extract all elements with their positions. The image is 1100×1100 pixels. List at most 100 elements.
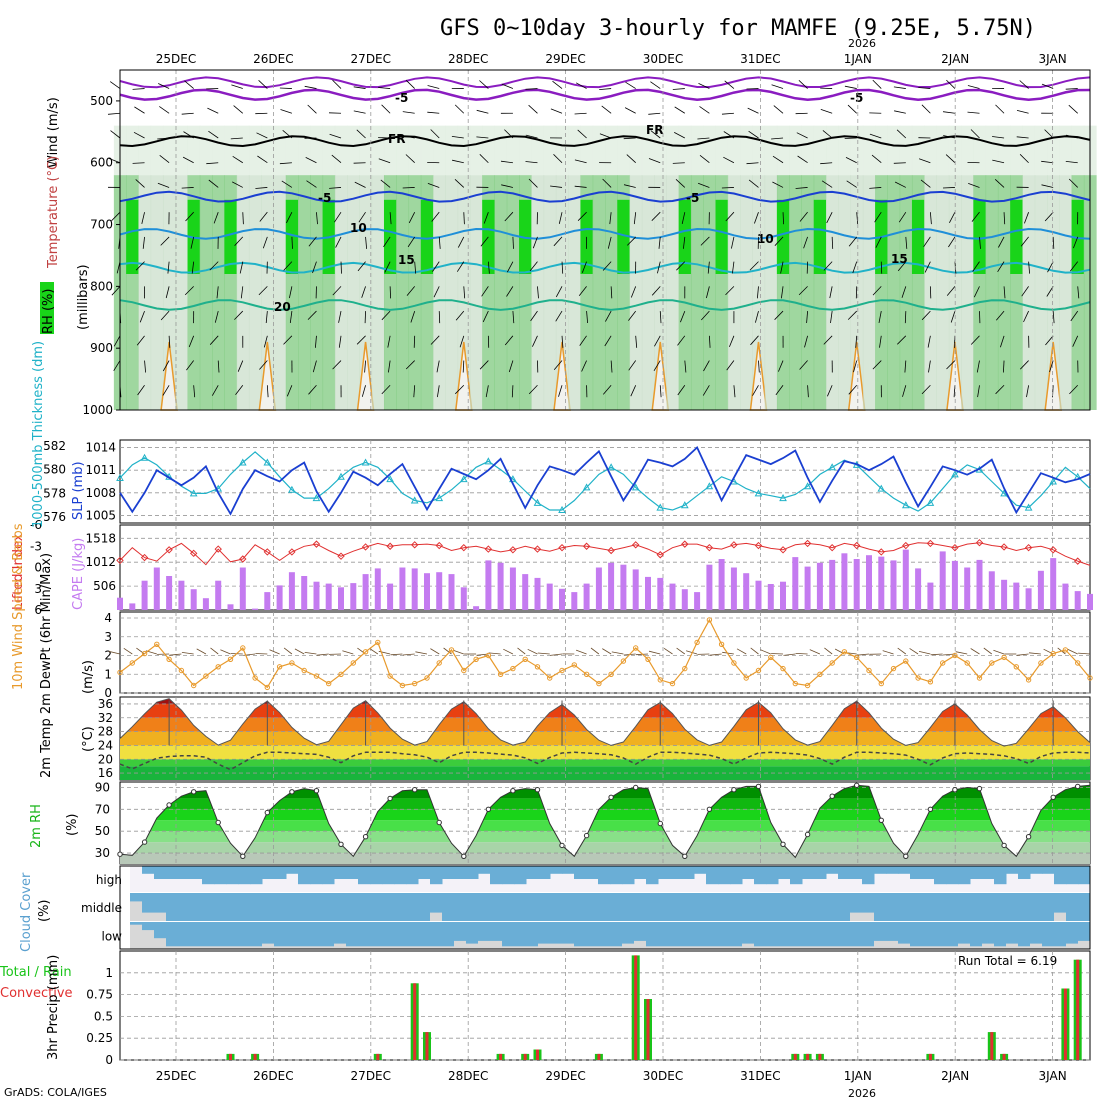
wind-barb-10m [443, 647, 452, 655]
cloud-bar [874, 893, 887, 921]
cloud-bar [922, 922, 935, 949]
wind-barb [674, 132, 685, 139]
wind-barb [797, 155, 808, 164]
cloud-bar [526, 922, 539, 949]
wind-barb [771, 137, 784, 140]
cloud-clear-bar [286, 946, 299, 949]
wind-barb [997, 261, 1005, 273]
wind-barb-10m [255, 653, 268, 655]
wind-barb-10m [283, 647, 293, 655]
rh-shade-light [924, 125, 938, 176]
cape-bar [129, 603, 136, 610]
cloud-bar [886, 866, 899, 874]
cloud-bar [1006, 922, 1019, 949]
wind-speed-marker [964, 660, 970, 666]
precip-conv-bar [928, 1053, 932, 1060]
wind-barb [451, 136, 464, 139]
wind-barb [945, 154, 956, 164]
cape-bar [522, 574, 529, 610]
wind-barb [528, 178, 538, 188]
wind-barb [927, 335, 931, 348]
wind-barb [504, 211, 514, 222]
wind-barb [332, 360, 342, 370]
wind-barb [237, 360, 244, 372]
rh-shade [592, 175, 606, 410]
rh-shade-light [519, 125, 532, 176]
cloud-bar [490, 893, 503, 921]
wind-barb [625, 81, 636, 89]
wind-speed-marker [461, 667, 467, 674]
cloud-bar [562, 922, 575, 949]
precip-tick: 0.5 [94, 1009, 113, 1023]
wind-barb [427, 85, 440, 89]
cloud-bar [958, 866, 971, 885]
rh-shade-light [371, 125, 385, 176]
wind-barb [430, 129, 440, 139]
cape-tick: 1012 [85, 555, 116, 569]
cloud-bar [190, 922, 203, 949]
wind-barb [135, 261, 145, 271]
cloud-bar [250, 922, 263, 949]
rh-shade-light [1059, 125, 1073, 176]
wind-speed-marker [743, 675, 749, 681]
wind-speed-marker [547, 675, 553, 681]
cape-bar [497, 562, 504, 610]
cloud-bar [646, 893, 659, 921]
lifted-index-marker [410, 541, 419, 549]
rh-marker [215, 819, 221, 826]
rh-shade-light [408, 125, 422, 176]
wind-barb [529, 261, 538, 272]
rh-shade [236, 175, 250, 410]
wind-barb [804, 335, 808, 348]
wind-barb [160, 236, 170, 246]
wind-barb [577, 211, 587, 221]
wind-barb [752, 385, 759, 396]
precip-conv-bar [818, 1053, 822, 1060]
wind-barb [1000, 335, 1005, 348]
cape-bar [792, 557, 799, 610]
wind-barb [1021, 286, 1029, 297]
wind-barb-10m [795, 653, 808, 655]
wind-barb [190, 236, 195, 249]
precip-conv-bar [1063, 988, 1067, 1060]
wind-speed-marker [534, 664, 541, 670]
wind-barb [233, 105, 244, 114]
precip-axis-label: 3hr Precip (mm) [46, 955, 61, 1060]
wind-barb [844, 137, 857, 139]
rh-shade-light [936, 125, 950, 176]
rh-shade [838, 175, 852, 410]
cloud-bar [658, 922, 671, 949]
wind-barb [282, 129, 293, 139]
cloud-bar [250, 893, 263, 921]
rh-line [119, 784, 1091, 859]
cloud-bar [406, 866, 419, 885]
wind-barb [555, 310, 563, 322]
cape-bar [178, 580, 185, 610]
wind-speed-marker [191, 682, 197, 689]
cloud-clear-bar [490, 940, 503, 949]
rh-shade-light [126, 125, 139, 176]
cloud-clear-bar [370, 946, 383, 949]
wind-barb [454, 179, 465, 188]
cloud-clear-bar [850, 912, 863, 921]
cloud-bar [346, 922, 359, 949]
wind-speed-marker [485, 652, 492, 659]
cloud-bar [682, 922, 695, 949]
lifted-index-marker [951, 543, 959, 552]
cloud-bar [550, 922, 563, 949]
temp-tick: 32 [98, 711, 113, 725]
wind-barb [748, 179, 759, 188]
wind-barb [107, 112, 121, 115]
rh-shade-light [138, 125, 152, 176]
rh-marker [952, 787, 958, 793]
wind-barb [186, 360, 194, 371]
wind-barb-10m [108, 650, 121, 655]
precip-conv-bar [634, 955, 638, 1060]
rh2m-unit: (%) [65, 814, 80, 837]
cape-lifted-index-panel: 1518 1012 506 -6 -3 0 3 6 [30, 518, 1093, 617]
wind-barb [113, 335, 121, 347]
top-year-label: 2026 [848, 37, 876, 50]
wind-barb [633, 212, 637, 225]
wind-barb [901, 286, 907, 298]
wind-barb-10m [342, 650, 354, 655]
